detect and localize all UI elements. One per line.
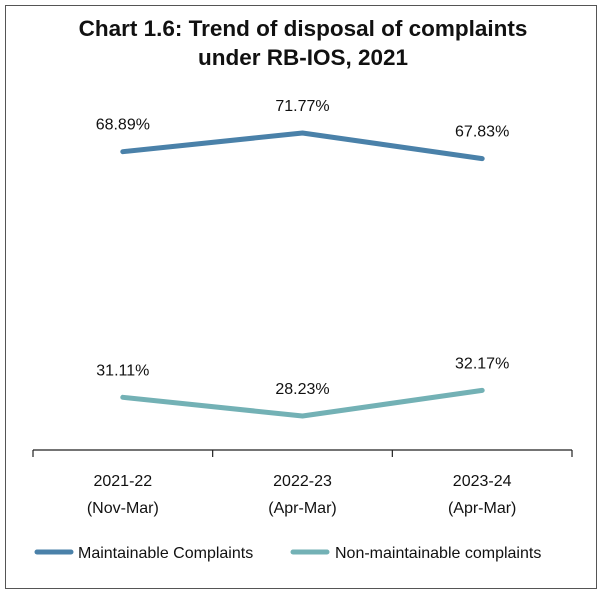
data-label: 68.89% — [96, 117, 150, 134]
data-label: 32.17% — [455, 355, 509, 372]
x-tick-label: (Apr-Mar) — [268, 500, 336, 517]
data-label: 67.83% — [455, 124, 509, 141]
data-label: 71.77% — [275, 98, 329, 115]
data-label: 31.11% — [96, 362, 149, 379]
x-tick-label: 2023-24 — [453, 473, 512, 490]
chart-frame — [5, 5, 597, 589]
data-label: 28.23% — [275, 381, 329, 398]
chart-title-line-2: under RB-IOS, 2021 — [197, 45, 409, 70]
x-tick-label: (Apr-Mar) — [448, 500, 516, 517]
x-tick-label: (Nov-Mar) — [87, 500, 159, 517]
legend-label: Maintainable Complaints — [78, 545, 253, 562]
x-tick-label: 2021-22 — [93, 473, 152, 490]
series-line-maintainable — [120, 130, 485, 162]
chart-title-line-1: Chart 1.6: Trend of disposal of complain… — [78, 16, 528, 41]
chart-title: Chart 1.6: Trend of disposal of complain… — [0, 14, 606, 72]
legend-label: Non-maintainable complaints — [335, 545, 541, 562]
x-tick-label: 2022-23 — [273, 473, 332, 490]
